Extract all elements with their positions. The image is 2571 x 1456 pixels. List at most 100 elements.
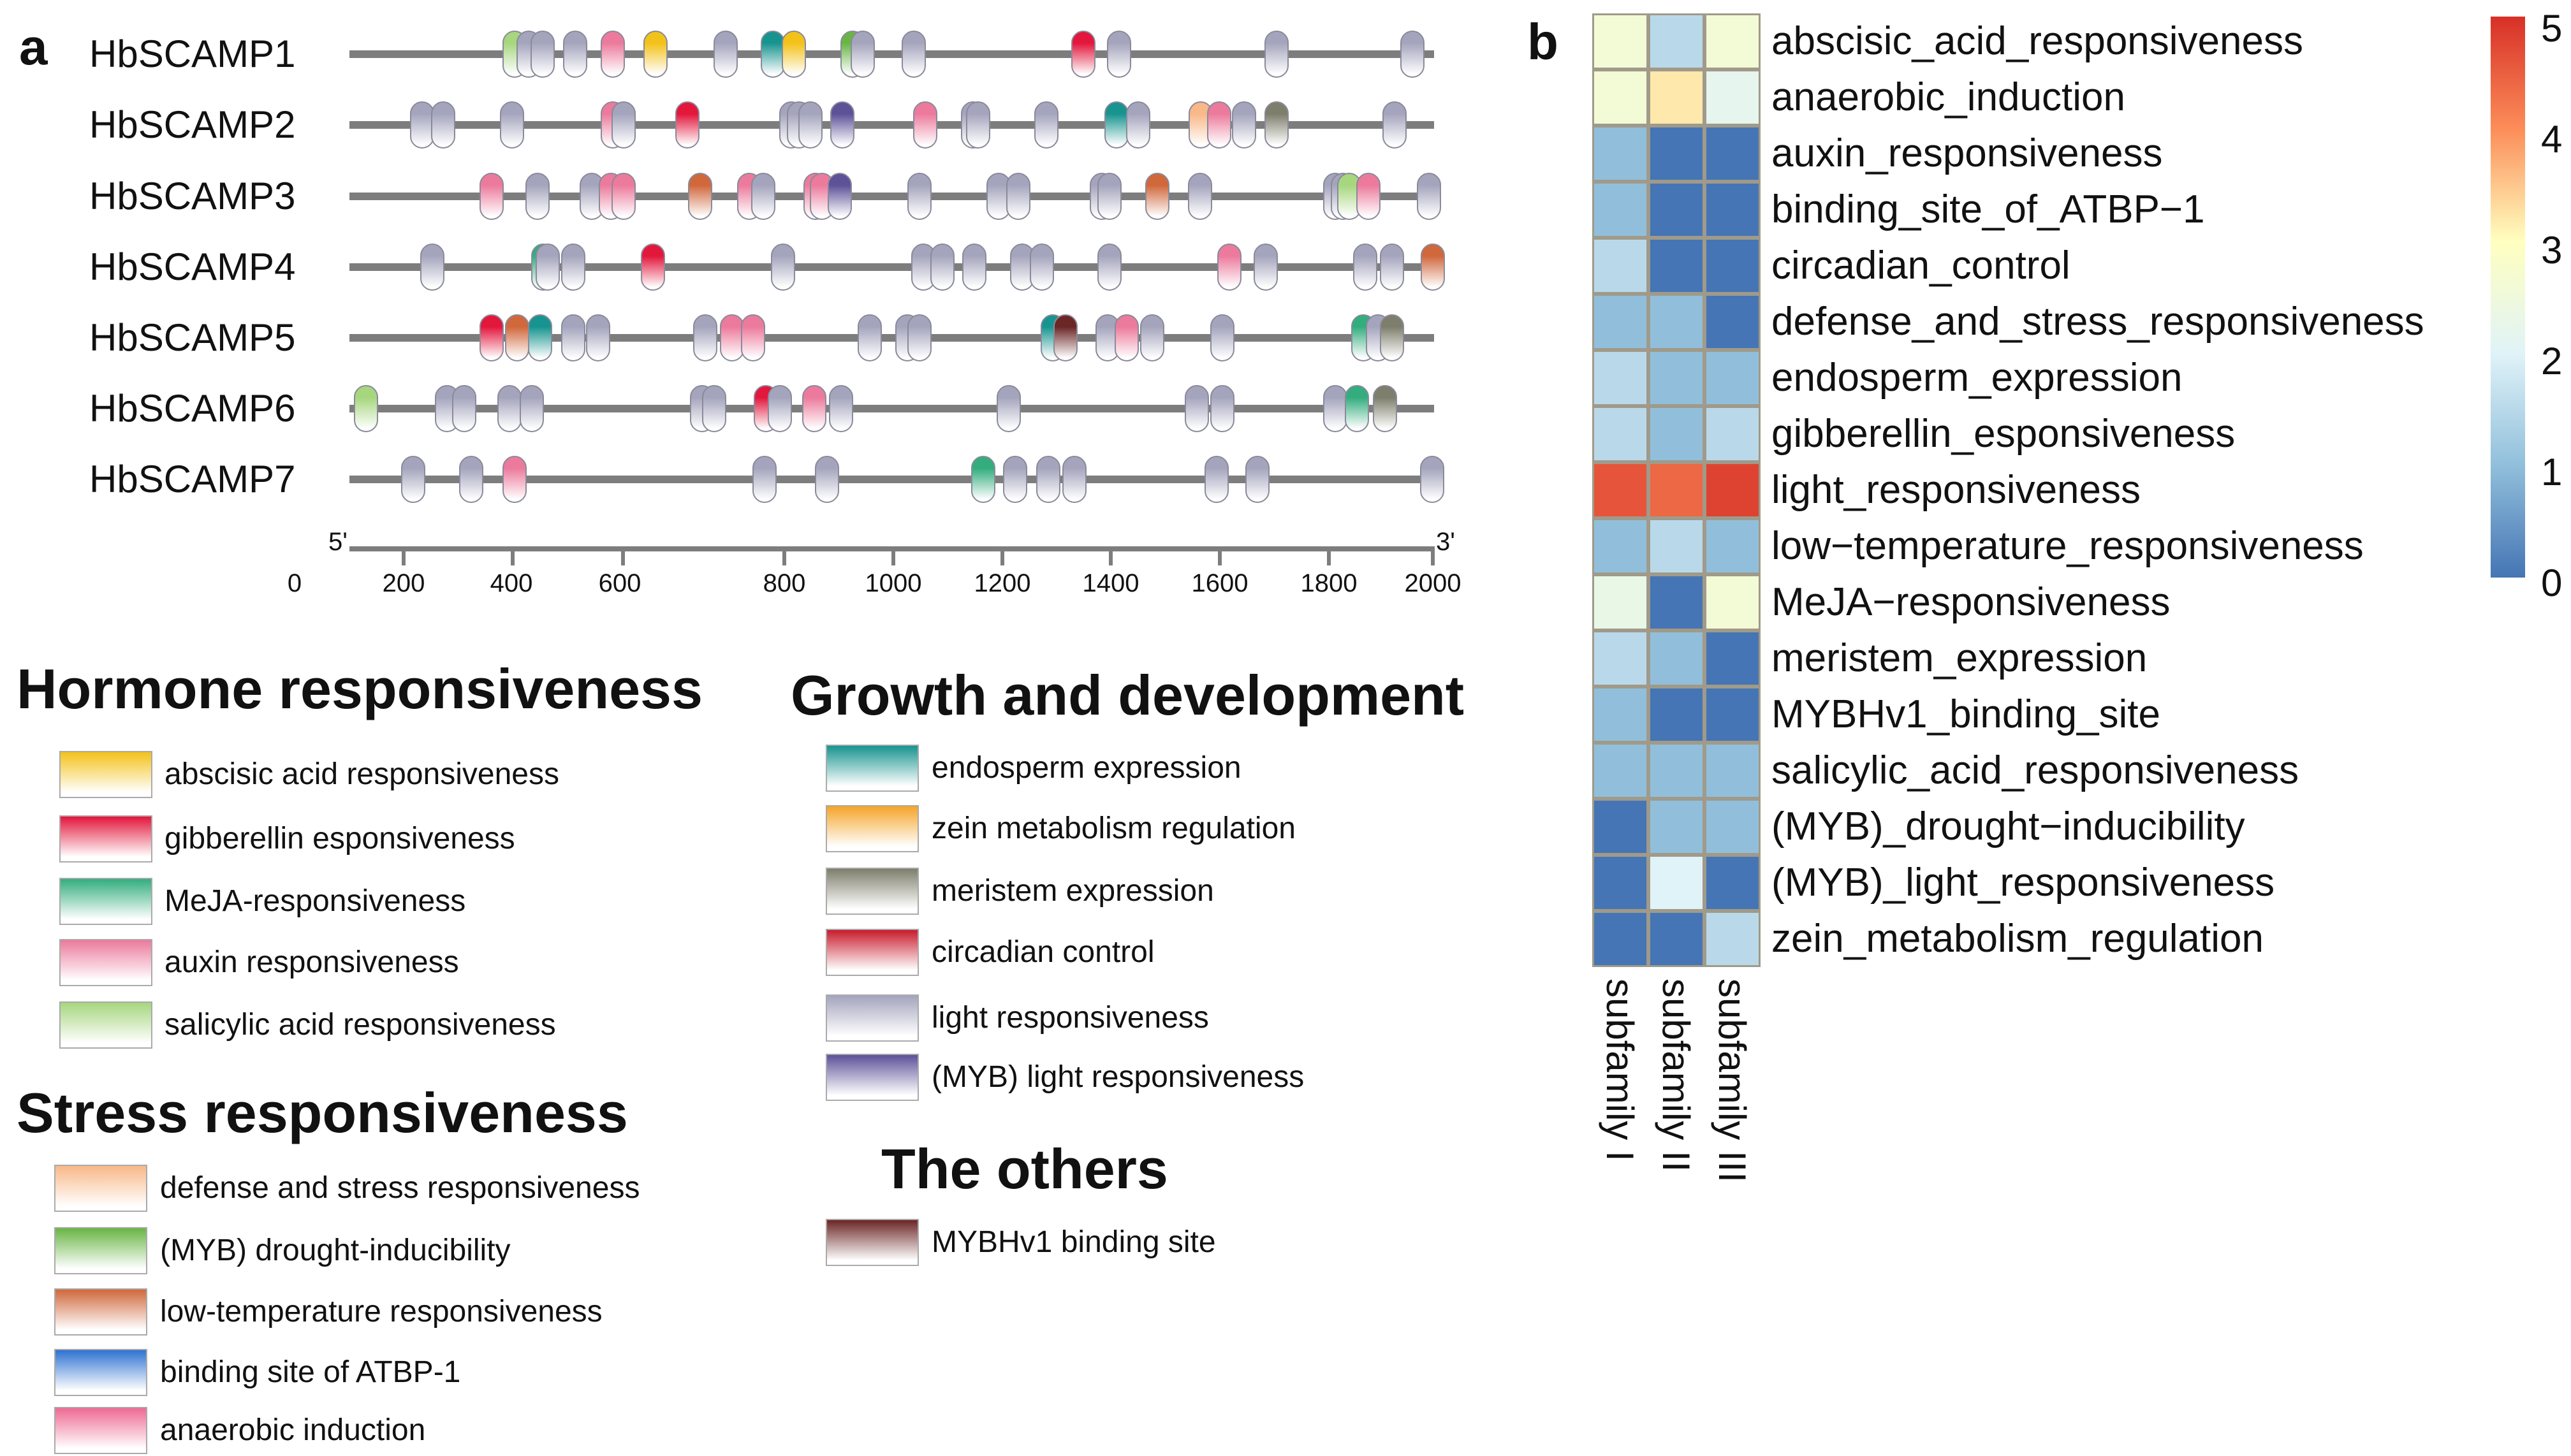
heatmap-cell — [1592, 238, 1648, 294]
cis-element-light — [536, 244, 560, 291]
gene-promoter-line — [349, 193, 1434, 200]
cis-element-light — [1126, 101, 1151, 149]
cis-element-light — [1210, 385, 1235, 432]
gene-promoter-line — [349, 476, 1434, 483]
legend-label: auxin responsiveness — [165, 945, 459, 979]
heatmap-cell — [1704, 69, 1761, 126]
cis-element-mybhv1 — [1053, 314, 1078, 361]
cis-element-endosperm — [528, 314, 553, 361]
legend-swatch-salicylic — [59, 1001, 152, 1049]
cis-element-light — [1185, 385, 1210, 432]
axis-tick-label: 1400 — [1082, 569, 1139, 597]
cis-element-meja — [1345, 385, 1370, 432]
cis-element-light — [561, 314, 586, 361]
heatmap-cell — [1592, 630, 1648, 687]
cis-element-light — [768, 385, 793, 432]
cis-element-light — [829, 385, 854, 432]
cis-element-meristem — [1373, 385, 1398, 432]
colorbar-tick-label: 0 — [2541, 562, 2563, 604]
heatmap-cell — [1704, 406, 1761, 462]
legend-label: MeJA-responsiveness — [165, 884, 466, 918]
cis-element-light — [1379, 244, 1404, 291]
axis-tick — [1431, 546, 1435, 565]
gene-name: HbSCAMP2 — [89, 103, 296, 146]
cis-element-light — [1006, 173, 1030, 220]
heatmap-row-label: binding_site_of_ATBP−1 — [1771, 187, 2205, 231]
heatmap-row-label: MYBHv1_binding_site — [1771, 692, 2161, 736]
cis-element-light — [612, 101, 636, 149]
heatmap-cell — [1592, 13, 1648, 69]
cis-element-low-temp — [1145, 173, 1170, 220]
cis-element-abscisic — [643, 31, 668, 78]
cis-element-myb-light — [830, 101, 855, 149]
heatmap-column-label: subfamily II — [1655, 979, 1697, 1172]
heatmap-cell — [1592, 911, 1648, 967]
heatmap-cell — [1704, 13, 1761, 69]
axis-tick — [1218, 546, 1222, 565]
heatmap-cell — [1648, 462, 1704, 518]
colorbar-tick-label: 3 — [2541, 229, 2563, 272]
heatmap-cell — [1648, 518, 1704, 574]
cis-element-light — [420, 244, 445, 291]
heatmap-cell — [1648, 13, 1704, 69]
heatmap-cell — [1704, 630, 1761, 687]
cis-element-gibberellin — [675, 101, 700, 149]
cis-element-gibberellin — [641, 244, 666, 291]
legend-label: defense and stress responsiveness — [160, 1171, 640, 1205]
heatmap-cell — [1704, 799, 1761, 855]
axis-tick-label: 1800 — [1300, 569, 1358, 597]
cis-element-myb-light — [827, 173, 852, 220]
cis-element-light — [1417, 173, 1442, 220]
cis-element-auxin — [719, 314, 744, 361]
cis-element-light — [1264, 31, 1289, 78]
cis-element-endosperm — [761, 31, 786, 78]
heatmap-cell — [1648, 630, 1704, 687]
cis-element-light — [1106, 31, 1131, 78]
axis-tick — [621, 546, 625, 565]
legend-label: zein metabolism regulation — [932, 812, 1296, 845]
cis-element-light — [771, 244, 796, 291]
colorbar-gradient — [2491, 17, 2525, 578]
cis-element-light — [1382, 101, 1407, 149]
cis-element-light — [930, 244, 955, 291]
cis-element-gibberellin — [1071, 31, 1095, 78]
heatmap-cell — [1648, 294, 1704, 350]
legend-swatch-atbp1 — [54, 1349, 147, 1396]
cis-element-light — [962, 244, 986, 291]
heatmap-cell — [1704, 294, 1761, 350]
heatmap-cell — [1704, 350, 1761, 406]
legend-swatch-mybhv1 — [826, 1219, 919, 1266]
legend-swatch-anaerobic — [54, 1407, 147, 1454]
heatmap-cell — [1704, 687, 1761, 743]
legend-swatch-abscisic — [59, 751, 152, 798]
colorbar-tick-label: 4 — [2541, 118, 2563, 161]
cis-element-auxin — [1217, 244, 1242, 291]
axis-tick-label: 0 — [287, 569, 302, 597]
cis-element-low-temp — [1421, 244, 1446, 291]
cis-element-auxin — [740, 314, 765, 361]
cis-element-light — [902, 31, 927, 78]
legend-label: MYBHv1 binding site — [932, 1225, 1216, 1259]
legend-group-title: Stress responsiveness — [17, 1081, 628, 1144]
cis-element-light — [452, 385, 477, 432]
heatmap-row-label: low−temperature_responsiveness — [1771, 524, 2364, 568]
cis-element-light — [851, 31, 875, 78]
gene-name: HbSCAMP5 — [89, 316, 296, 359]
cis-element-light — [458, 456, 483, 503]
heatmap-cell — [1592, 69, 1648, 126]
heatmap-row-label: zein_metabolism_regulation — [1771, 917, 2264, 961]
heatmap-cell — [1704, 126, 1761, 182]
heatmap-cell — [1648, 69, 1704, 126]
heatmap-row-label: abscisic_acid_responsiveness — [1771, 19, 2304, 63]
cis-element-light — [525, 173, 550, 220]
cis-element-auxin — [802, 385, 826, 432]
cis-element-light — [562, 31, 587, 78]
axis-tick — [782, 546, 786, 565]
heatmap-row-label: circadian_control — [1771, 244, 2070, 288]
cis-element-light — [798, 101, 823, 149]
heatmap-row-label: meristem_expression — [1771, 636, 2148, 680]
cis-element-auxin — [1114, 314, 1139, 361]
heatmap-cell — [1648, 743, 1704, 799]
axis-tick-label: 1000 — [865, 569, 922, 597]
heatmap-cell — [1592, 687, 1648, 743]
